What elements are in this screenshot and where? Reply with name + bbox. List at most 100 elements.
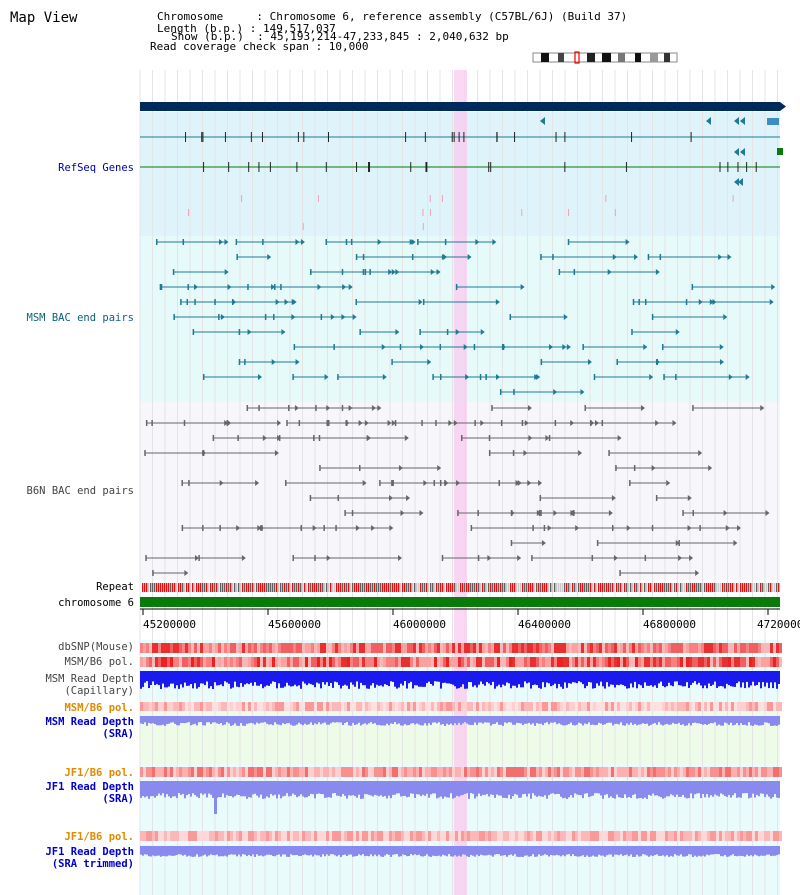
depth-bar bbox=[702, 781, 704, 794]
depth-bar bbox=[616, 716, 618, 724]
depth-bar bbox=[428, 781, 430, 798]
repeat-mark bbox=[752, 583, 754, 592]
pol-cell bbox=[311, 702, 314, 711]
depth-bar bbox=[380, 716, 382, 726]
depth-bar bbox=[156, 781, 158, 796]
depth-bar bbox=[346, 671, 348, 686]
depth-bar bbox=[158, 716, 160, 726]
repeat-mark bbox=[298, 583, 300, 592]
depth-bar bbox=[624, 846, 626, 856]
depth-bar bbox=[662, 846, 664, 856]
depth-bar bbox=[410, 716, 412, 724]
depth-bar bbox=[350, 671, 352, 683]
depth-bar bbox=[564, 781, 566, 798]
dbsnp-cell bbox=[362, 643, 365, 653]
depth-bar bbox=[228, 671, 230, 684]
depth-bar bbox=[334, 716, 336, 723]
depth-bar bbox=[498, 716, 500, 725]
pol-cell bbox=[734, 831, 737, 841]
pol-cell bbox=[377, 767, 380, 777]
depth-bar bbox=[478, 846, 480, 857]
pol-cell bbox=[215, 767, 218, 777]
pol-cell bbox=[701, 831, 704, 841]
dbsnp-cell bbox=[146, 643, 149, 653]
pol-cell bbox=[743, 657, 746, 667]
depth-bar bbox=[438, 846, 440, 856]
pol-cell bbox=[281, 831, 284, 841]
pol-cell bbox=[245, 702, 248, 711]
pair-end-mark bbox=[295, 359, 300, 365]
dbsnp-cell bbox=[599, 643, 602, 653]
pol-cell bbox=[536, 657, 539, 667]
depth-bar bbox=[314, 781, 316, 799]
depth-bar bbox=[570, 716, 572, 723]
depth-bar bbox=[472, 716, 474, 725]
depth-bar bbox=[546, 846, 548, 855]
pol-cell bbox=[623, 767, 626, 777]
pol-cell bbox=[227, 831, 230, 841]
depth-bar bbox=[684, 671, 686, 687]
depth-bar bbox=[722, 781, 724, 795]
repeat-mark bbox=[502, 583, 504, 592]
pol-cell bbox=[632, 831, 635, 841]
depth-bar bbox=[328, 846, 330, 856]
pol-cell bbox=[470, 831, 473, 841]
depth-bar bbox=[144, 716, 146, 723]
depth-bar bbox=[552, 781, 554, 794]
depth-bar bbox=[226, 671, 228, 683]
depth-bar bbox=[586, 781, 588, 794]
dbsnp-cell bbox=[647, 643, 650, 653]
pol-cell bbox=[542, 767, 545, 777]
depth-bar bbox=[280, 781, 282, 799]
depth-bar bbox=[332, 671, 334, 688]
pol-cell bbox=[185, 657, 188, 667]
depth-bar bbox=[252, 846, 254, 855]
dbsnp-cell bbox=[533, 643, 536, 653]
depth-bar bbox=[650, 716, 652, 725]
repeat-mark bbox=[366, 583, 368, 592]
depth-bar bbox=[506, 716, 508, 724]
depth-bar bbox=[418, 846, 420, 855]
depth-bar bbox=[430, 716, 432, 725]
depth-bar bbox=[328, 716, 330, 725]
depth-bar bbox=[326, 716, 328, 725]
depth-bar bbox=[662, 781, 664, 799]
depth-bar bbox=[256, 846, 258, 855]
repeat-mark bbox=[292, 583, 294, 592]
pol-cell bbox=[410, 767, 413, 777]
dbsnp-cell bbox=[170, 643, 173, 653]
pair-end-mark bbox=[538, 480, 543, 486]
pol-cell bbox=[503, 767, 506, 777]
depth-bar bbox=[186, 671, 188, 686]
depth-bar bbox=[720, 846, 722, 857]
repeat-mark bbox=[588, 583, 590, 592]
depth-bar bbox=[546, 716, 548, 723]
pol-cell bbox=[650, 702, 653, 711]
depth-bar bbox=[752, 671, 754, 682]
pair-end-mark bbox=[362, 480, 367, 486]
depth-bar bbox=[668, 846, 670, 857]
depth-bar bbox=[592, 716, 594, 725]
depth-bar bbox=[774, 846, 776, 856]
repeat-mark bbox=[642, 583, 644, 592]
dbsnp-cell bbox=[605, 643, 608, 653]
pol-cell bbox=[314, 702, 317, 711]
depth-bar bbox=[640, 716, 642, 725]
chromosome-ideogram[interactable] bbox=[532, 51, 678, 64]
depth-bar bbox=[702, 846, 704, 856]
depth-bar bbox=[360, 716, 362, 726]
msm-depth-cap-label: MSM Read Depth bbox=[45, 673, 134, 685]
repeat-mark bbox=[404, 583, 406, 592]
pol-cell bbox=[572, 657, 575, 667]
pol-cell bbox=[212, 702, 215, 711]
depth-bar bbox=[482, 781, 484, 795]
pol-cell bbox=[554, 831, 557, 841]
pol-cell bbox=[569, 767, 572, 777]
depth-bar bbox=[656, 781, 658, 796]
pol-cell bbox=[398, 657, 401, 667]
depth-bar bbox=[428, 716, 430, 724]
dbsnp-cell bbox=[314, 643, 317, 653]
dbsnp-cell bbox=[290, 643, 293, 653]
depth-bar bbox=[748, 716, 750, 723]
